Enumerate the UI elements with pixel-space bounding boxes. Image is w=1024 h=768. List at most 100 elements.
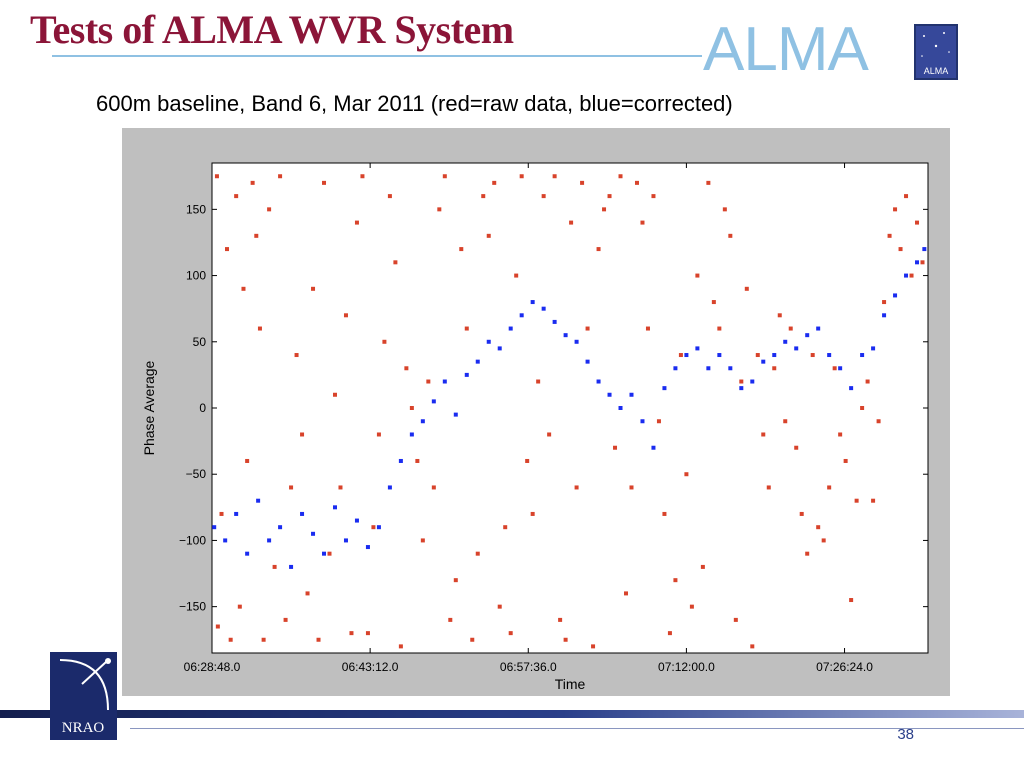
corrected-data-point: [256, 498, 261, 503]
raw-data-point: [437, 207, 442, 212]
raw-data-point: [667, 631, 672, 636]
corrected-data-point: [596, 379, 601, 384]
raw-data-point: [453, 578, 458, 583]
corrected-data-point: [475, 359, 480, 364]
raw-data-point: [920, 260, 925, 265]
raw-data-point: [602, 207, 607, 212]
raw-data-point: [225, 247, 230, 252]
corrected-data-point: [519, 313, 524, 318]
raw-data-point: [245, 458, 250, 463]
raw-data-point: [893, 207, 898, 212]
raw-data-point: [755, 353, 760, 358]
raw-data-point: [915, 220, 920, 225]
corrected-data-series: [212, 247, 927, 569]
raw-data-point: [794, 445, 799, 450]
corrected-data-point: [354, 518, 359, 523]
raw-data-point: [547, 432, 552, 437]
corrected-data-point: [783, 339, 788, 344]
y-tick-label: 50: [193, 335, 207, 349]
raw-data-point: [739, 379, 744, 384]
raw-data-point: [234, 194, 239, 199]
x-tick-label: 06:43:12.0: [342, 660, 399, 674]
raw-data-point: [821, 538, 826, 543]
raw-data-point: [607, 194, 612, 199]
raw-data-point: [728, 233, 733, 238]
raw-data-point: [481, 194, 486, 199]
raw-data-point: [371, 525, 376, 530]
corrected-data-point: [728, 366, 733, 371]
page-number: 38: [897, 726, 914, 743]
corrected-data-point: [805, 333, 810, 338]
raw-data-point: [241, 286, 246, 291]
raw-data-point: [777, 313, 782, 318]
raw-data-point: [711, 300, 716, 305]
raw-data-point: [322, 180, 327, 185]
chart-panel: −150 −100 −50 0 50 100 150 06:28:48.0 06:43:12.…: [122, 128, 950, 696]
raw-data-point: [343, 313, 348, 318]
raw-data-point: [887, 233, 892, 238]
corrected-data-point: [530, 300, 535, 305]
raw-data-point: [788, 326, 793, 331]
corrected-data-point: [717, 353, 722, 358]
raw-data-point: [376, 432, 381, 437]
x-tick-label: 07:12:00.0: [658, 660, 715, 674]
corrected-data-point: [497, 346, 502, 351]
corrected-data-point: [322, 551, 327, 556]
raw-data-point: [250, 180, 255, 185]
corrected-data-point: [607, 392, 612, 397]
raw-data-point: [651, 194, 656, 199]
corrected-data-point: [893, 293, 898, 298]
corrected-data-point: [860, 353, 865, 358]
raw-data-point: [810, 353, 815, 358]
raw-data-point: [254, 233, 259, 238]
raw-data-point: [393, 260, 398, 265]
raw-data-point: [442, 174, 447, 179]
corrected-data-point: [541, 306, 546, 311]
raw-data-point: [536, 379, 541, 384]
corrected-data-point: [332, 505, 337, 510]
corrected-data-point: [453, 412, 458, 417]
corrected-data-point: [267, 538, 272, 543]
series-layer: [212, 174, 927, 649]
raw-data-point: [618, 174, 623, 179]
raw-data-point: [349, 631, 354, 636]
raw-data-point: [398, 644, 403, 649]
corrected-data-point: [563, 333, 568, 338]
raw-data-point: [772, 366, 777, 371]
raw-data-point: [305, 591, 310, 596]
x-tick-label: 06:28:48.0: [184, 660, 241, 674]
raw-data-point: [656, 419, 661, 424]
y-tick-label: 100: [186, 269, 206, 283]
raw-data-point: [574, 485, 579, 490]
raw-data-point: [640, 220, 645, 225]
corrected-data-point: [365, 545, 370, 550]
x-tick-label: 07:26:24.0: [816, 660, 873, 674]
raw-data-point: [849, 598, 854, 603]
x-tick-label: 06:57:36.0: [500, 660, 557, 674]
raw-data-point: [267, 207, 272, 212]
raw-data-point: [684, 472, 689, 477]
raw-data-point: [799, 511, 804, 516]
corrected-data-point: [376, 525, 381, 530]
raw-data-point: [475, 551, 480, 556]
raw-data-point: [860, 406, 865, 410]
corrected-data-point: [673, 366, 678, 371]
raw-data-point: [503, 525, 508, 530]
raw-data-point: [882, 300, 887, 305]
raw-data-point: [278, 174, 283, 179]
raw-data-point: [360, 174, 365, 179]
corrected-data-point: [398, 458, 403, 463]
raw-data-point: [689, 604, 694, 609]
corrected-data-point: [618, 406, 623, 410]
raw-data-point: [805, 551, 810, 556]
raw-data-point: [569, 220, 574, 225]
raw-data-point: [695, 273, 700, 278]
corrected-data-point: [278, 525, 283, 530]
raw-data-point: [662, 511, 667, 516]
corrected-data-point: [585, 359, 590, 364]
y-tick-label: −150: [179, 600, 206, 614]
y-tick-label: 150: [186, 202, 206, 216]
raw-data-point: [459, 247, 464, 252]
raw-data-point: [272, 564, 277, 569]
raw-data-point: [214, 174, 219, 179]
